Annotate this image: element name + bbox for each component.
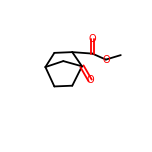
Text: O: O — [86, 76, 94, 85]
Text: O: O — [102, 55, 110, 65]
Text: O: O — [89, 35, 96, 44]
